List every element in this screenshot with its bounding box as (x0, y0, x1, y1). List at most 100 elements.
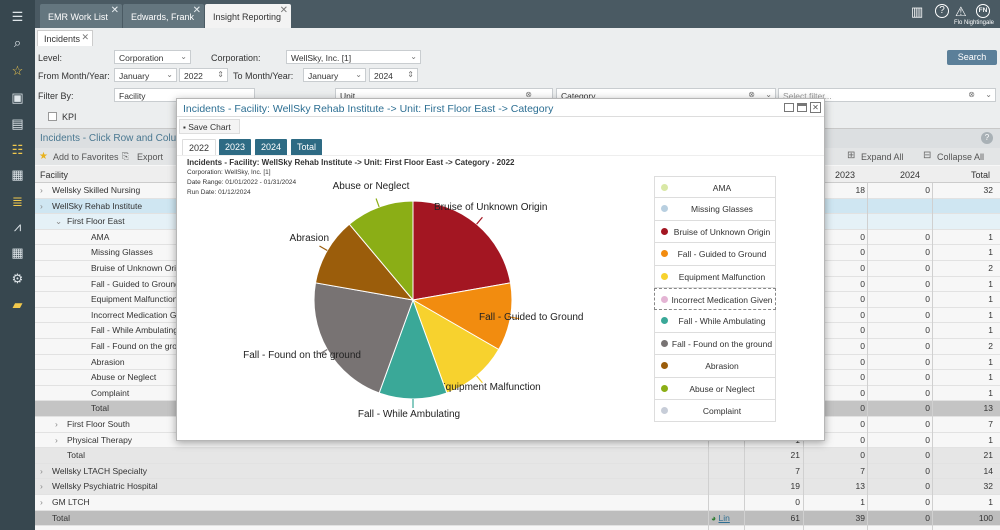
folder-open-icon[interactable]: ▰ (12, 296, 23, 312)
legend-swatch (661, 250, 668, 258)
list-report-icon[interactable]: ≣ (12, 193, 23, 209)
from-year-stepper[interactable]: 2022 ⇕ (179, 68, 228, 82)
close-icon[interactable]: ✕ (192, 5, 201, 16)
clear-icon[interactable]: ⊗ (748, 90, 755, 99)
tab-label: Insight Reporting (213, 12, 282, 22)
legend-item[interactable]: Bruise of Unknown Origin (654, 220, 776, 244)
clipboard-alert-icon[interactable]: ▤ (11, 115, 24, 131)
legend-item[interactable]: Fall - Guided to Ground (654, 243, 776, 266)
pie-slice[interactable] (412, 298, 500, 394)
cell-2024: 0 (925, 247, 930, 258)
total-row[interactable]: Total 61 39 0 100 ◕ Lin (35, 510, 1000, 527)
year-button-2023[interactable]: 2023 (219, 139, 252, 156)
tab-insight-reporting[interactable]: Insight Reporting ✕ (205, 4, 291, 28)
year-button-total[interactable]: Total (291, 139, 323, 156)
cell-total: 1 (988, 387, 993, 398)
corporation-select[interactable]: WellSky, Inc. [1] ⌄ (286, 50, 421, 64)
legend-item[interactable]: Incorrect Medication Given (654, 287, 776, 311)
legend-item[interactable]: Fall - Found on the ground (654, 332, 776, 356)
search-button[interactable]: Search (947, 50, 997, 65)
hamburger-menu-icon[interactable]: ☰ (11, 8, 24, 24)
col-total-header[interactable]: Total (970, 170, 990, 180)
analytics-chart-icon[interactable]: ⩘ (13, 218, 22, 234)
expand-chevron-icon[interactable]: › (40, 185, 43, 195)
close-icon[interactable]: ✕ (81, 32, 89, 42)
filter-select-4[interactable]: Select filter... ⊗ ⌄ (778, 88, 996, 102)
help-icon[interactable]: ? (981, 132, 993, 144)
clipboard-add-icon[interactable]: ▣ (11, 89, 24, 105)
pie-slice[interactable] (313, 282, 414, 394)
expand-all-button[interactable]: Expand All (861, 152, 904, 162)
tab-emr-work-list[interactable]: EMR Work List ✕ (40, 4, 122, 28)
expand-chevron-icon[interactable]: › (55, 434, 58, 445)
table-view-icon[interactable] (784, 103, 794, 112)
user-avatar[interactable]: FN (976, 4, 990, 18)
legend-item[interactable]: Fall - While Ambulating (654, 310, 776, 333)
col-facility-header[interactable]: Facility (40, 170, 69, 180)
subtab-incidents[interactable]: Incidents ✕ (37, 30, 93, 46)
search-icon[interactable]: ⌕ (13, 34, 22, 50)
chevron-down-icon: ⌄ (765, 90, 772, 99)
maximize-icon[interactable] (797, 103, 807, 112)
cell-2023: 0 (860, 294, 865, 305)
legend-item[interactable]: Abrasion (654, 355, 776, 378)
link-text: Lin (718, 512, 730, 523)
cell-2023: 0 (860, 263, 865, 273)
legend-item[interactable]: Abuse or Neglect (654, 377, 776, 400)
table-row[interactable]: › Wellsky LTACH Specialty 7 7 0 14 (35, 463, 1000, 480)
close-icon[interactable]: ✕ (110, 5, 119, 16)
save-chart-button[interactable]: ▪ Save Chart (179, 119, 240, 134)
subtab-label: Incidents (44, 34, 81, 44)
year-button-2024[interactable]: 2024 (255, 139, 288, 156)
expand-chevron-icon[interactable]: › (40, 200, 43, 211)
cell-total: 32 (983, 185, 993, 195)
calendar-grid-icon[interactable]: ▦ (11, 166, 24, 182)
collapse-all-button[interactable]: Collapse All (937, 152, 985, 162)
table-row[interactable]: › GM LTCH 0 1 0 1 (35, 495, 1000, 511)
col-2023-header[interactable]: 2023 (834, 170, 855, 180)
clear-icon[interactable]: ⊗ (525, 90, 532, 99)
to-year-stepper[interactable]: 2024 ⇕ (369, 68, 418, 82)
barcode-icon[interactable]: ▥ (911, 4, 924, 19)
legend-item[interactable]: Equipment Malfunction (654, 265, 776, 288)
cell-2024: 0 (925, 231, 930, 242)
legend-item[interactable]: Missing Glasses (654, 198, 776, 221)
settings-gear-icon[interactable]: ⚙ (11, 270, 24, 286)
legend-item[interactable]: Complaint (654, 399, 776, 423)
close-icon[interactable]: ✕ (279, 5, 288, 16)
pie-slice[interactable] (412, 200, 512, 301)
from-label: From Month/Year: (38, 71, 110, 81)
pie-slice[interactable] (348, 200, 414, 302)
level-select[interactable]: Corporation ⌄ (114, 50, 191, 64)
alert-bell-icon[interactable]: ⚠ (955, 4, 967, 19)
export-button[interactable]: Export (137, 152, 164, 162)
select-value: Category (561, 91, 596, 101)
from-month-select[interactable]: January ⌄ (114, 68, 177, 82)
total-row[interactable]: Total 21 0 0 21 (35, 448, 1000, 464)
table-grid-icon[interactable]: ▦ (11, 244, 24, 260)
expand-chevron-icon[interactable]: › (40, 465, 43, 476)
expand-chevron-icon[interactable]: ⌄ (55, 216, 63, 227)
pie-slice-label: Fall - Found on the ground (243, 350, 361, 361)
pie-slice[interactable] (314, 223, 415, 301)
expand-chevron-icon[interactable]: › (40, 481, 43, 492)
col-2024-header[interactable]: 2024 (899, 170, 920, 180)
tab-edwards-frank[interactable]: Edwards, Frank ✕ (123, 4, 204, 28)
add-to-favorites-button[interactable]: Add to Favorites (53, 152, 119, 162)
pie-slice[interactable] (411, 282, 513, 351)
pie-slice[interactable] (378, 298, 448, 400)
cell-total: 2 (988, 263, 993, 273)
legend-item[interactable]: AMA (654, 176, 776, 199)
chart-link-icon[interactable]: ◕ Lin (711, 512, 730, 523)
help-icon[interactable]: ? (935, 4, 949, 18)
star-favorites-icon[interactable]: ☆ (11, 62, 24, 78)
expand-chevron-icon[interactable]: › (55, 419, 58, 429)
to-month-select[interactable]: January ⌄ (303, 68, 366, 82)
table-row[interactable]: › Wellsky Psychiatric Hospital 19 13 0 32 (35, 479, 1000, 495)
chevron-down-icon: ⌄ (355, 70, 362, 79)
checklist-icon[interactable]: ☷ (11, 141, 24, 157)
expand-chevron-icon[interactable]: › (40, 497, 43, 507)
clear-icon[interactable]: ⊗ (968, 90, 975, 99)
close-icon[interactable]: ✕ (810, 102, 821, 113)
kpi-checkbox[interactable] (48, 112, 57, 121)
